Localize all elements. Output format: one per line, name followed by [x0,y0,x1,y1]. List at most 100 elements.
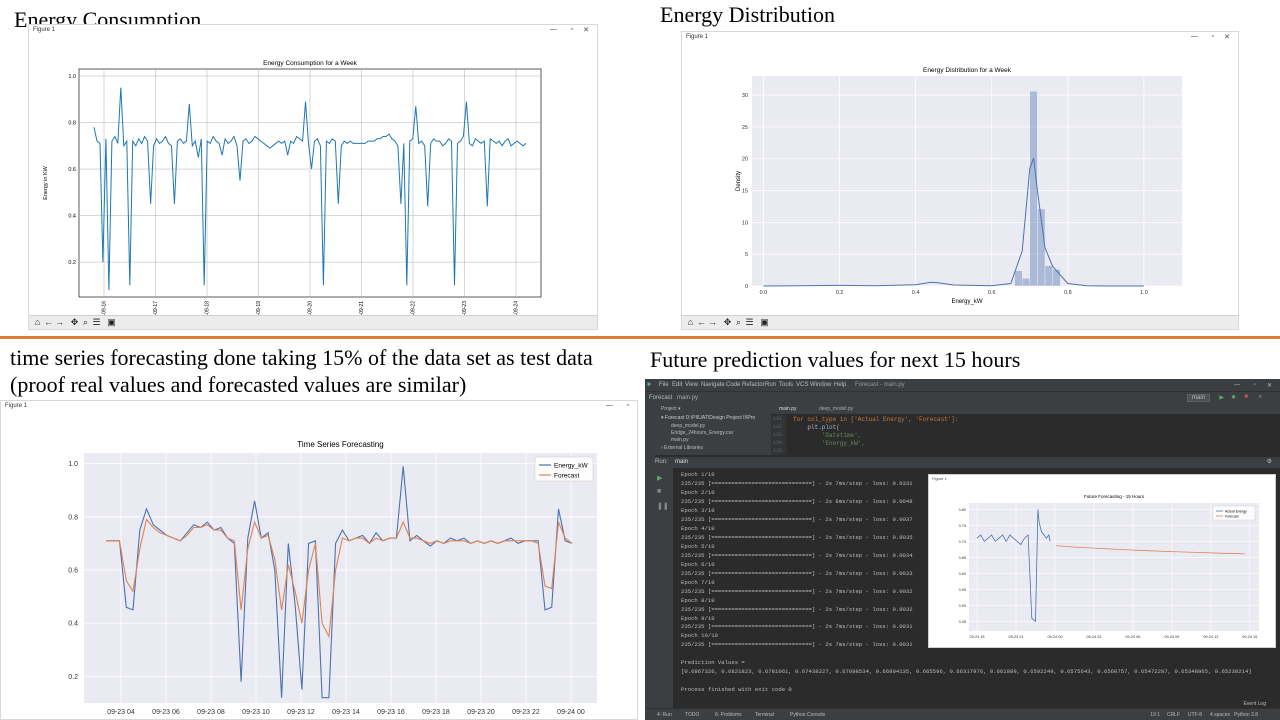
x-tick-label: 0.2 [836,290,844,296]
x-tick-label: 09-23 06 [152,709,180,716]
x-tick-label: 0.6 [988,290,996,296]
x-tick-label: 2020-09-18 [204,301,210,317]
menu-view[interactable]: View [685,382,698,388]
pan-icon[interactable]: ✥ [70,317,79,327]
x-tick-label: 0.8 [1064,290,1072,296]
project-external-libraries[interactable]: › External Libraries [661,445,703,451]
menu-help[interactable]: Help [834,382,847,388]
x-tick-label: 2020-09-21 [359,301,365,317]
zoom-icon[interactable]: ⌕ [82,317,89,327]
status-tab-run[interactable]: 4: Run [657,712,672,718]
x-tick-label: 2020-09-17 [153,301,159,317]
figure-toolbar: ⌂ ← → ✥ ⌕ ☰ ▣ [682,315,1238,329]
ide-close-button[interactable]: ✕ [1266,383,1272,389]
close-button[interactable]: ✕ [1224,34,1230,41]
settings-gear-icon[interactable]: ⚙ [1266,459,1272,465]
console-line: 235/235 [==============================]… [681,587,913,595]
menu-navigate[interactable]: Navigate [701,382,725,388]
rerun-icon[interactable]: ▶ [657,475,663,482]
forward-icon[interactable]: → [55,317,64,327]
ide-menubar: ■ File Edit View Navigate Code Refactor … [645,379,1280,391]
y-tick-label: 10 [742,220,748,226]
event-log[interactable]: Event Log [1243,701,1266,707]
status-tab-python-console[interactable]: Python Console [790,712,826,718]
run-tab-main[interactable]: main [675,459,689,465]
y-tick-label: 15 [742,189,748,195]
project-file[interactable]: deep_model.py [671,423,706,429]
ide-maximize-button[interactable]: ▫ [1253,382,1256,388]
y-tick-label: 1.0 [68,461,78,468]
status-tab-terminal[interactable]: Terminal [755,712,774,718]
code-editor[interactable]: main.py deep_model.py 131 132 133 134 13… [771,403,1280,455]
editor-tab-deep-model[interactable]: deep_model.py [819,406,854,412]
status-encoding[interactable]: UTF-8 [1187,712,1202,718]
pan-icon[interactable]: ✥ [723,317,732,327]
x-tick-label: 09-23 20 [467,709,495,716]
series-line [106,518,573,639]
pause-icon[interactable]: ❚❚ [657,503,669,510]
histogram-bar [1022,278,1030,287]
search-icon[interactable]: ⌕ [1258,394,1262,400]
menu-file[interactable]: File [659,382,669,388]
zoom-icon[interactable]: ⌕ [735,317,742,327]
status-tab-problems[interactable]: 6: Problems [715,712,742,718]
status-line-sep[interactable]: CRLF [1166,712,1180,718]
line-number: 133 [773,432,783,438]
maximize-button[interactable]: ▫ [1211,33,1214,40]
minimize-button[interactable]: — [1191,33,1198,40]
x-tick-label: 09-24 00 [557,709,585,716]
figure-titlebar: Figure 1 — ▫ ✕ [29,25,597,37]
menu-window[interactable]: Window [810,382,832,388]
save-icon[interactable]: ▣ [760,317,769,327]
menu-vcs[interactable]: VCS [796,382,809,388]
maximize-button[interactable]: ▫ [626,402,629,409]
x-tick-label: 09-24 12 [1203,635,1218,639]
status-indent[interactable]: 4 spaces [1209,712,1230,718]
run-icon[interactable]: ▶ [1219,395,1224,401]
time-series-forecasting-chart: 09-23 04 09-23 06 09-23 08 09-23 10 09-23 12… [68,440,597,716]
minimize-button[interactable]: — [550,26,557,33]
ide-minimize-button[interactable]: — [1234,382,1240,388]
close-button[interactable]: ✕ [583,27,589,34]
stop-icon[interactable]: ■ [1244,394,1248,400]
back-icon[interactable]: ← [44,317,53,327]
ide-window-title: Forecast - main.py [855,382,905,388]
status-tab-todo[interactable]: TODO [685,712,700,718]
nav-file[interactable]: main.py [677,395,699,401]
figure-window-time-series-forecasting: Figure 1 — ▫ 09-23 04 09-23 06 09-23 08 09-… [0,400,638,720]
project-file[interactable]: Eridge_24hours_Energy.csv [671,430,734,436]
y-tick-label: 0.2 [68,260,76,266]
menu-edit[interactable]: Edit [672,382,683,388]
console-line: Epoch 10/10 [681,632,718,640]
x-tick-label: 2020-09-24 [513,301,519,317]
y-tick-label: 0.70 [959,540,966,544]
project-panel-header[interactable]: Project ▾ [661,406,681,412]
run-config-select[interactable]: main [1186,394,1210,402]
configure-subplots-icon[interactable]: ☰ [92,317,101,327]
menu-run[interactable]: Run [765,382,777,388]
stop-run-icon[interactable]: ■ [657,488,662,495]
y-tick-label: 20 [742,157,748,163]
home-icon[interactable]: ⌂ [34,317,41,327]
console-line: 235/235 [==============================]… [681,641,913,649]
forward-icon[interactable]: → [708,317,717,327]
maximize-button[interactable]: ▫ [570,26,573,33]
minimize-button[interactable]: — [606,402,613,409]
debug-icon[interactable]: ✸ [1230,395,1236,401]
menu-tools[interactable]: Tools [779,382,794,388]
status-interpreter[interactable]: Python 3.8 [1234,712,1258,718]
x-tick-label: 09-23 08 [197,709,225,716]
nav-project[interactable]: Forecast [649,395,673,401]
back-icon[interactable]: ← [697,317,706,327]
menu-refactor[interactable]: Refactor [742,382,765,388]
console-line: Epoch 1/10 [681,471,715,478]
home-icon[interactable]: ⌂ [687,317,694,327]
editor-tab-main[interactable]: main.py [779,406,797,412]
configure-subplots-icon[interactable]: ☰ [745,317,754,327]
project-root[interactable]: ▾ Forecast D:\PIIUAT\Design Project II\P… [661,415,756,421]
x-tick-label: 09-24 15 [1242,635,1257,639]
menu-code[interactable]: Code [726,382,741,388]
save-icon[interactable]: ▣ [107,317,116,327]
project-file[interactable]: main.py [671,437,689,443]
console-line: Epoch 3/10 [681,506,715,514]
